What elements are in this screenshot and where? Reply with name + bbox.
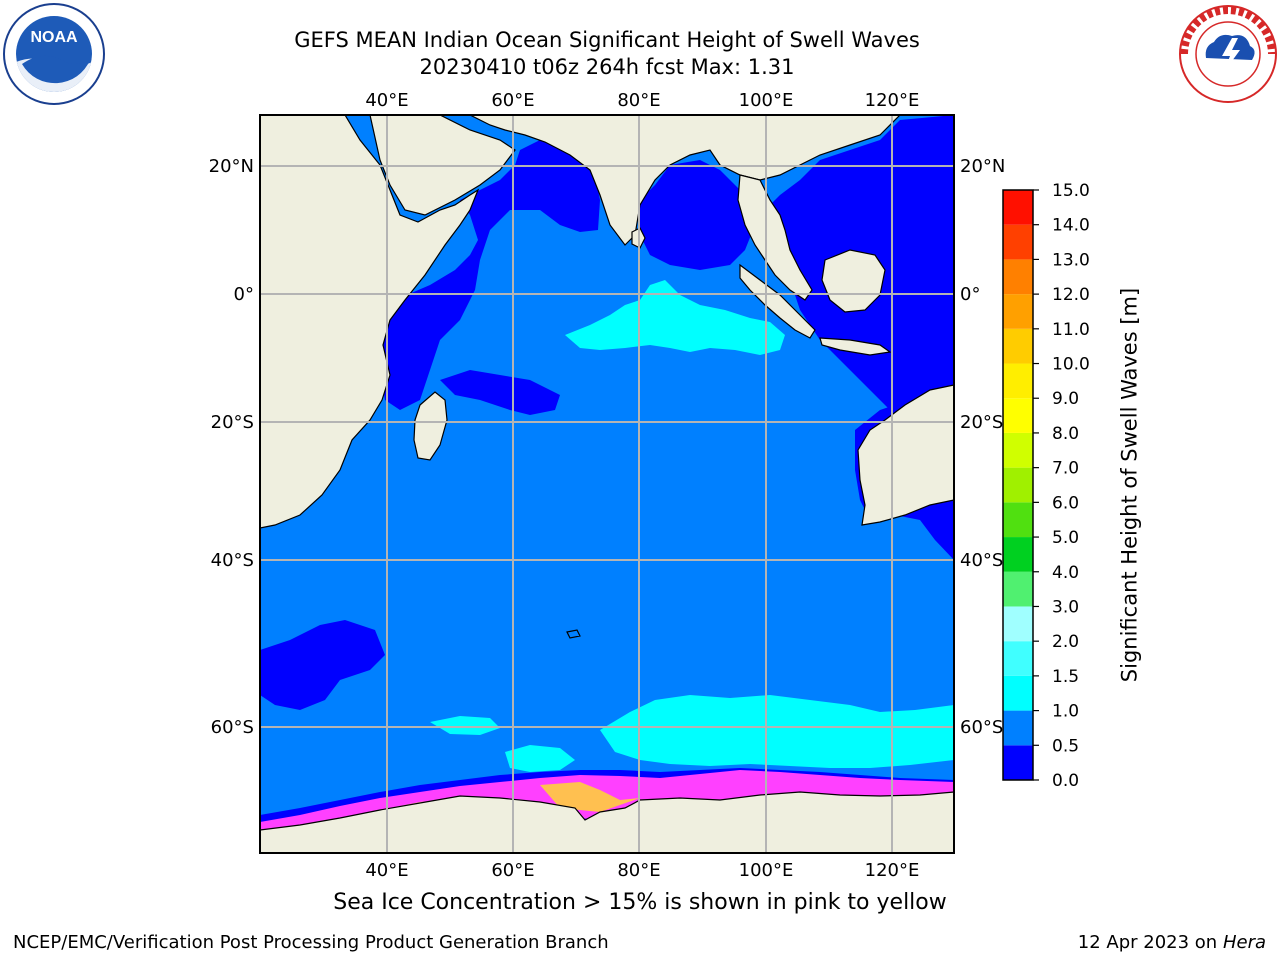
lon-label-top-120e: 120°E xyxy=(865,90,920,111)
colorbar-tick-label: 15.0 xyxy=(1052,181,1090,201)
lon-label-top-60e: 60°E xyxy=(491,90,534,111)
colorbar-swatch xyxy=(1003,641,1033,676)
map-frame xyxy=(259,114,955,854)
colorbar-swatch xyxy=(1003,363,1033,399)
lon-label-bottom-60e: 60°E xyxy=(491,860,534,881)
lon-label-top-40e: 40°E xyxy=(365,90,408,111)
footer-date-text: 12 Apr 2023 on xyxy=(1077,932,1223,953)
colorbar-tick-label: 5.0 xyxy=(1052,528,1079,548)
lat-labels-right: 20°N 0° 20°S 40°S 60°S xyxy=(960,156,1005,738)
colorbar-tick-label: 14.0 xyxy=(1052,216,1090,236)
madagascar-landmass xyxy=(413,391,448,461)
colorbar-swatch xyxy=(1003,432,1033,468)
lon-label-bottom-40e: 40°E xyxy=(365,860,408,881)
map-title: GEFS MEAN Indian Ocean Significant Heigh… xyxy=(294,28,920,52)
colorbar-swatch xyxy=(1003,190,1033,225)
lat-labels-left: 20°N 0° 20°S 40°S 60°S xyxy=(209,156,254,738)
colorbar-swatch xyxy=(1003,606,1033,642)
colorbar-swatch xyxy=(1003,259,1033,295)
colorbar-tick-label: 8.0 xyxy=(1052,424,1079,444)
colorbar-swatch xyxy=(1003,328,1033,364)
lat-label-left-60s: 60°S xyxy=(211,717,254,738)
colorbar: 0.0 0.5 1.0 1.5 2.0 3.0 4.0 5.0 6.0 7.0 8.0 9.0 10.0… xyxy=(1002,181,1090,791)
lat-label-right-60s: 60°S xyxy=(960,717,1003,738)
borneo-landmass xyxy=(821,249,886,313)
colorbar-tick-label: 1.5 xyxy=(1052,667,1079,687)
colorbar-swatch xyxy=(1003,675,1033,711)
java-landmass xyxy=(819,337,892,356)
high-swell-regions xyxy=(430,280,954,772)
colorbar-tick-label: 9.0 xyxy=(1052,389,1079,409)
colorbar-tick-label: 0.0 xyxy=(1052,771,1079,791)
gridlines xyxy=(260,115,954,853)
colorbar-swatch xyxy=(1003,571,1033,607)
footer-host: Hera xyxy=(1222,932,1266,953)
colorbar-tick-label: 2.0 xyxy=(1052,632,1079,652)
india-landmass xyxy=(469,115,901,246)
lon-label-bottom-100e: 100°E xyxy=(739,860,794,881)
lat-label-left-20n: 20°N xyxy=(209,156,254,177)
colorbar-tick-label: 0.5 xyxy=(1052,736,1079,756)
colorbar-swatch xyxy=(1003,294,1033,329)
lon-label-bottom-80e: 80°E xyxy=(617,860,660,881)
colorbar-tick-label: 4.0 xyxy=(1052,563,1079,583)
colorbar-swatch xyxy=(1003,502,1033,538)
colorbar-tick-label: 1.0 xyxy=(1052,702,1079,722)
lon-labels-bottom: 40°E 60°E 80°E 100°E 120°E xyxy=(365,860,919,881)
colorbar-tick-label: 7.0 xyxy=(1052,459,1079,479)
colorbar-tick-label: 6.0 xyxy=(1052,493,1079,513)
lat-label-right-20s: 20°S xyxy=(960,412,1003,433)
map-subtitle: 20230410 t06z 264h fcst Max: 1.31 xyxy=(419,55,795,79)
colorbar-tick-label: 11.0 xyxy=(1052,320,1090,340)
kerguelen-island xyxy=(566,629,581,639)
colorbar-swatch xyxy=(1003,467,1033,503)
lat-label-left-20s: 20°S xyxy=(211,412,254,433)
lat-label-right-20n: 20°N xyxy=(960,156,1005,177)
colorbar-swatch xyxy=(1003,224,1033,260)
colorbar-swatch xyxy=(1003,537,1033,572)
land-masses xyxy=(260,115,954,853)
colorbar-frame xyxy=(1002,189,1034,781)
colorbar-swatch xyxy=(1003,745,1033,780)
noaa-logo-text: NOAA xyxy=(30,29,78,46)
sea-ice-caption: Sea Ice Concentration > 15% is shown in … xyxy=(333,890,947,915)
australia-landmass xyxy=(857,384,954,526)
colorbar-tick-label: 12.0 xyxy=(1052,285,1090,305)
map-panel xyxy=(260,115,954,853)
nws-logo xyxy=(1178,4,1278,104)
lon-labels-top: 40°E 60°E 80°E 100°E 120°E xyxy=(365,90,919,111)
colorbar-tick-label: 13.0 xyxy=(1052,250,1090,270)
lat-label-right-40s: 40°S xyxy=(960,550,1003,571)
africa-landmass xyxy=(260,115,480,529)
colorbar-label: Significant Height of Swell Waves [m] xyxy=(1117,287,1142,683)
lon-label-top-80e: 80°E xyxy=(617,90,660,111)
colorbar-swatch xyxy=(1003,710,1033,746)
noaa-logo: NOAA xyxy=(3,3,105,105)
lon-label-top-100e: 100°E xyxy=(739,90,794,111)
colorbar-tick-label: 3.0 xyxy=(1052,597,1079,617)
lat-label-right-0: 0° xyxy=(960,284,980,305)
lat-label-left-40s: 40°S xyxy=(211,550,254,571)
footer-date: 12 Apr 2023 on Hera xyxy=(1078,932,1266,953)
antarctica-landmass xyxy=(260,791,954,853)
colorbar-tick-label: 10.0 xyxy=(1052,355,1090,375)
colorbar-swatch xyxy=(1003,398,1033,433)
lon-label-bottom-120e: 120°E xyxy=(865,860,920,881)
sumatra-landmass xyxy=(739,263,816,339)
footer-branch: NCEP/EMC/Verification Post Processing Pr… xyxy=(13,932,609,953)
lat-label-left-0: 0° xyxy=(234,284,254,305)
